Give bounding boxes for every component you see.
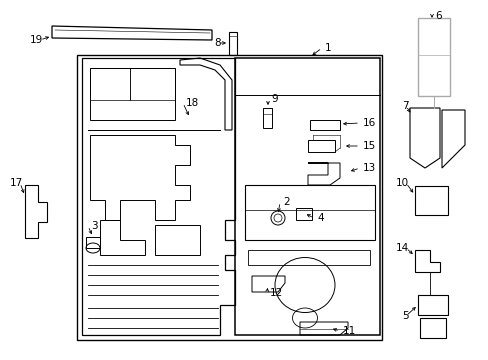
Text: 6: 6 bbox=[434, 11, 441, 21]
Text: 13: 13 bbox=[362, 163, 375, 173]
Bar bbox=[90, 68, 175, 120]
Text: 11: 11 bbox=[342, 326, 356, 336]
Text: 16: 16 bbox=[362, 118, 375, 128]
Text: 2: 2 bbox=[283, 197, 289, 207]
Bar bbox=[130, 68, 175, 100]
Text: 1: 1 bbox=[325, 43, 331, 53]
Text: 15: 15 bbox=[362, 141, 375, 151]
Text: 3: 3 bbox=[91, 221, 98, 231]
Text: 9: 9 bbox=[270, 94, 277, 104]
Text: 4: 4 bbox=[316, 213, 323, 223]
Bar bbox=[417, 18, 449, 96]
Bar bbox=[247, 250, 369, 265]
Text: 18: 18 bbox=[185, 98, 199, 108]
Text: 14: 14 bbox=[395, 243, 408, 253]
Bar bbox=[77, 55, 381, 340]
Text: 10: 10 bbox=[395, 178, 408, 188]
Text: 19: 19 bbox=[30, 35, 43, 45]
Bar bbox=[244, 185, 374, 240]
Text: 17: 17 bbox=[10, 178, 23, 188]
Bar bbox=[90, 68, 130, 100]
Text: 12: 12 bbox=[269, 288, 283, 298]
Text: 5: 5 bbox=[402, 311, 408, 321]
Text: 8: 8 bbox=[214, 38, 221, 48]
Text: 7: 7 bbox=[402, 101, 408, 111]
